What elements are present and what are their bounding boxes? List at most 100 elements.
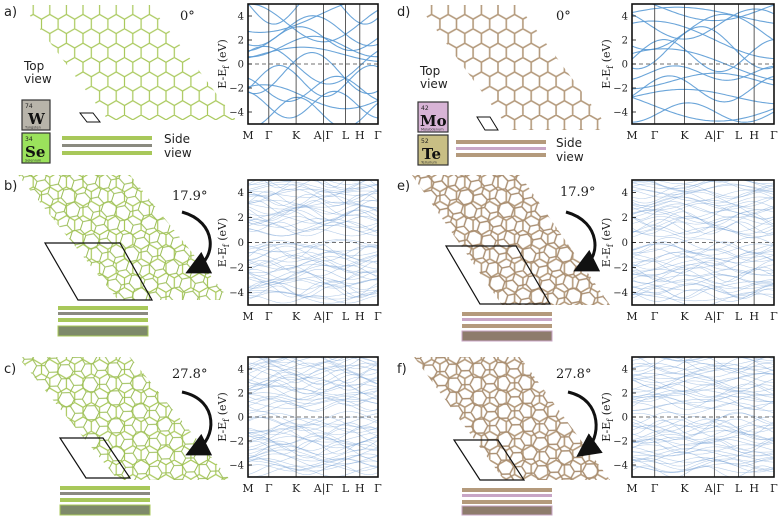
kpoint-label: A|Γ	[313, 482, 334, 496]
unit-cell-outline-f	[452, 439, 526, 481]
ytick-label: −4	[229, 461, 244, 472]
svg-text:Tellurium: Tellurium	[420, 161, 437, 165]
wse2-side-view-a	[62, 136, 152, 155]
panel-label-c: c)	[4, 362, 16, 377]
ytick-label: 0	[238, 60, 244, 71]
ytick-label: 4	[238, 12, 244, 23]
svg-text:Molybdenum: Molybdenum	[421, 128, 444, 132]
y-axis-label: E-Ef (eV)	[216, 392, 231, 442]
top-view-label-line1: Top	[23, 59, 44, 73]
kpoint-label: L	[735, 482, 743, 495]
top-view-label-line2: view	[24, 72, 52, 86]
ytick-label: 4	[238, 365, 244, 376]
svg-text:Mo: Mo	[420, 112, 447, 130]
kpoint-label: Γ	[770, 310, 778, 323]
band-plot-b: 420−2−4E-Ef (eV)M Γ K A|Γ L H Γ	[216, 179, 382, 324]
ytick-label: 0	[622, 413, 628, 424]
kpoint-label: A|Γ	[704, 310, 725, 324]
unit-cell-outline-e	[444, 245, 552, 305]
ytick-label: −2	[229, 84, 244, 95]
rotation-arrow-e	[565, 210, 601, 272]
ytick-label: −2	[613, 84, 628, 95]
band-plot-a: 420−2−4E-Ef (eV)M Γ K A|Γ L H Γ	[216, 3, 382, 143]
kpoint-label: A|Γ	[704, 129, 725, 143]
ytick-label: 0	[622, 60, 628, 71]
element-tile-selenium: 34 Se Selenium	[21, 132, 51, 164]
kpoint-label: A|Γ	[313, 310, 334, 324]
unit-cell-outline-c	[58, 437, 132, 479]
svg-text:Selenium: Selenium	[25, 159, 42, 163]
ytick-label: 2	[622, 36, 628, 47]
side-view-label-line2: view	[164, 146, 192, 160]
kpoint-label: Γ	[265, 482, 273, 495]
rotation-arrow-f	[567, 390, 603, 457]
ytick-label: 2	[238, 36, 244, 47]
wse2-side-view-b	[57, 306, 149, 337]
band-plot-f: 420−2−4E-Ef (eV)M Γ K A|Γ L H Γ	[600, 356, 778, 496]
ytick-label: −4	[613, 461, 628, 472]
y-axis-label: E-Ef (eV)	[600, 39, 615, 89]
kpoint-label: H	[749, 129, 759, 142]
ytick-label: −4	[229, 108, 244, 119]
unit-cell-outline-d	[476, 116, 499, 131]
wse2-side-view-c	[59, 486, 151, 516]
kpoint-label: A|Γ	[313, 129, 334, 143]
ytick-label: −2	[229, 263, 244, 274]
kpoint-label: K	[680, 310, 689, 323]
svg-text:Te: Te	[422, 145, 441, 163]
kpoint-label: Γ	[374, 129, 382, 142]
mote2-top-view-lattice-0	[418, 5, 610, 130]
panel-label-a: a)	[4, 5, 17, 20]
ytick-label: 2	[238, 389, 244, 400]
ytick-label: 2	[622, 389, 628, 400]
kpoint-label: Γ	[374, 310, 382, 323]
kpoint-label: K	[680, 482, 689, 495]
angle-label-e: 17.9°	[560, 185, 595, 200]
angle-label-b: 17.9°	[172, 189, 207, 204]
mote2-side-view-f	[461, 488, 553, 516]
kpoint-label: M	[626, 129, 637, 142]
kpoint-label: K	[292, 310, 301, 323]
kpoint-label: L	[342, 129, 350, 142]
top-view-label-d-line2: view	[420, 77, 448, 91]
kpoint-label: L	[735, 129, 743, 142]
ytick-label: −4	[613, 288, 628, 299]
mote2-side-view-d	[456, 140, 546, 157]
kpoint-label: M	[242, 310, 253, 323]
svg-text:Tungsten: Tungsten	[24, 126, 41, 130]
y-axis-label: E-Ef (eV)	[600, 218, 615, 268]
kpoint-label: Γ	[265, 310, 273, 323]
kpoint-label: H	[355, 129, 365, 142]
wse2-moire-lattice-b-twisted	[18, 175, 230, 300]
kpoint-label: L	[342, 310, 350, 323]
ytick-label: −4	[613, 108, 628, 119]
wse2-top-view-lattice-0	[22, 5, 236, 120]
kpoint-label: H	[749, 310, 759, 323]
kpoint-label: Γ	[651, 129, 659, 142]
unit-cell-outline-b	[43, 242, 154, 301]
band-plot-d: 420−2−4E-Ef (eV)M Γ K A|Γ L H Γ	[600, 3, 778, 143]
svg-text:42: 42	[421, 105, 429, 112]
ytick-label: 0	[238, 413, 244, 424]
ytick-label: 4	[238, 188, 244, 199]
ytick-label: −2	[613, 263, 628, 274]
ytick-label: 0	[622, 238, 628, 249]
kpoint-label: K	[292, 482, 301, 495]
svg-text:52: 52	[421, 138, 429, 145]
kpoint-label: L	[735, 310, 743, 323]
kpoint-label: Γ	[770, 482, 778, 495]
kpoint-label: Γ	[651, 310, 659, 323]
ytick-label: −2	[229, 437, 244, 448]
band-plot-e: 420−2−4E-Ef (eV)M Γ K A|Γ L H Γ	[600, 179, 778, 324]
panel-label-b: b)	[4, 179, 17, 194]
mote2-moire-lattice-f-twisted	[414, 357, 610, 480]
mote2-moire-lattice-e-twisted	[412, 175, 610, 305]
svg-text:Se: Se	[25, 143, 45, 161]
unit-cell-outline-a	[78, 112, 102, 123]
kpoint-label: A|Γ	[704, 482, 725, 496]
ytick-label: 4	[622, 365, 628, 376]
kpoint-label: H	[355, 310, 365, 323]
ytick-label: 4	[622, 188, 628, 199]
kpoint-label: M	[242, 482, 253, 495]
